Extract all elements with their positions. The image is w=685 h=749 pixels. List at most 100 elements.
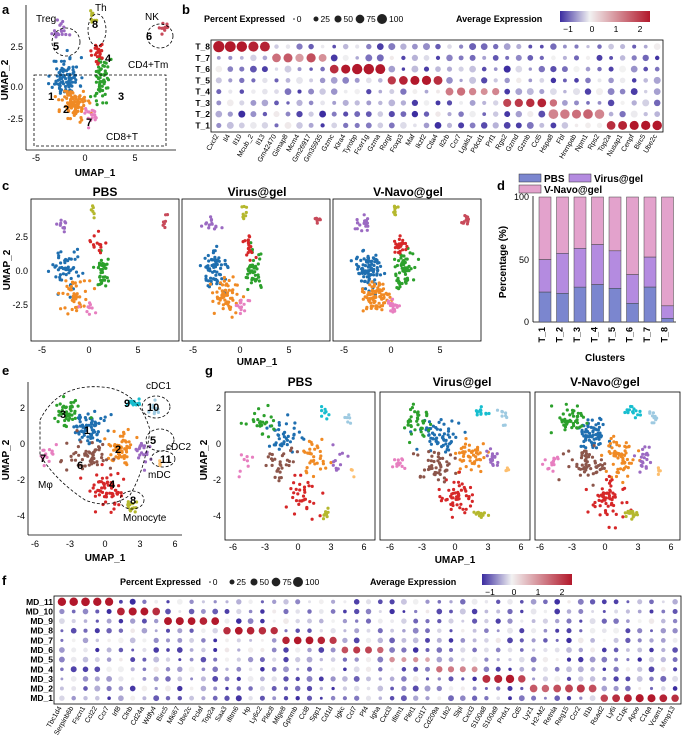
expression-dot [425, 657, 430, 662]
cell-point-cluster-1 [71, 65, 75, 69]
expression-dot [273, 111, 280, 118]
expression-dot [216, 100, 222, 106]
panel-f-expr-title: Average Expression [370, 577, 456, 587]
e-cluster-label-4: 4 [109, 479, 116, 491]
expression-dot [472, 686, 477, 691]
expression-dot [435, 100, 441, 106]
expression-dot [153, 676, 159, 682]
expr-legend-tick: 0 [590, 24, 595, 34]
expression-dot [260, 647, 265, 653]
cell-point-cluster-2 [371, 292, 375, 296]
cell-point-cluster-4 [116, 490, 120, 495]
expression-dot [554, 647, 560, 653]
expression-dot [365, 54, 373, 62]
cell-point-cluster-1 [286, 413, 290, 417]
cell-point-cluster-4 [604, 501, 608, 506]
e-cluster-label-6: 6 [77, 460, 83, 472]
cell-point-cluster-4 [109, 473, 113, 477]
cell-point-cluster-2 [126, 427, 130, 432]
cell-point-cluster-6 [577, 467, 581, 471]
expression-dot [601, 685, 608, 692]
expression-dot [585, 55, 591, 61]
expression-dot [578, 656, 584, 663]
expression-dot [625, 676, 631, 682]
cell-point-cluster-1 [87, 423, 91, 427]
expression-dot [365, 77, 372, 84]
expression-dot [519, 599, 524, 604]
expression-dot [284, 121, 292, 129]
expression-dot [118, 637, 124, 644]
cell-point-cluster-1 [594, 437, 598, 441]
expression-dot [527, 111, 534, 118]
expression-dot [225, 686, 229, 691]
cell-point-cluster-1 [97, 421, 101, 425]
cell-point-cluster-2 [607, 444, 611, 448]
bar-Virus@gel-T_5 [608, 250, 622, 289]
cell-point-cluster-2 [227, 278, 231, 283]
gene-label: Il13 [255, 133, 267, 146]
cell-point-cluster-4 [310, 517, 314, 521]
cell-point-cluster-1 [74, 270, 79, 274]
expression-dot [519, 628, 525, 634]
cell-point-cluster-9 [484, 411, 488, 415]
cell-point-cluster-2 [458, 467, 462, 471]
cell-point-cluster-6 [589, 467, 593, 471]
cell-point-cluster-4 [449, 507, 453, 511]
expression-dot [613, 599, 619, 605]
cell-point-cluster-3 [253, 270, 257, 274]
row-label: MD_9 [30, 616, 53, 626]
cell-point-cluster-1 [439, 418, 443, 422]
cell-point-cluster-6 [580, 451, 584, 455]
cell-point-cluster-8 [482, 511, 486, 515]
expression-dot [260, 609, 265, 614]
cell-point-cluster-2 [220, 283, 225, 287]
expression-dot [353, 637, 360, 644]
expression-dot [492, 111, 499, 117]
cell-point-cluster-3 [413, 428, 417, 432]
expression-dot [560, 109, 570, 119]
cell-point-cluster-4 [397, 242, 401, 246]
expression-dot [566, 657, 572, 662]
cell-point-cluster-4 [306, 480, 310, 485]
panel-g-xtick-13: 0 [602, 542, 607, 552]
expression-dot [274, 89, 279, 94]
monocyte-outline [119, 490, 145, 510]
pct-legend-dot [293, 577, 303, 587]
e-cluster-label-7: 7 [40, 453, 46, 465]
cell-point-cluster-2 [471, 453, 476, 457]
cell-point-cluster-2 [308, 447, 312, 451]
cell-point-cluster-3 [403, 272, 408, 276]
expression-dot [567, 600, 571, 604]
pct-legend-label: 0 [297, 14, 302, 24]
cell-point-cluster-3 [98, 80, 102, 84]
cell-point-cluster-1 [50, 85, 54, 89]
cell-point-cluster-1 [220, 277, 224, 281]
expression-dot [597, 78, 602, 83]
expression-dot [239, 77, 245, 84]
cell-point-cluster-8 [624, 514, 628, 519]
cell-point-cluster-8 [135, 500, 139, 504]
expression-dot [378, 696, 383, 700]
cell-point-cluster-1 [597, 433, 601, 437]
expression-dot [495, 666, 501, 672]
cell-point-cluster-1 [368, 264, 372, 268]
cell-point-cluster-2 [616, 456, 620, 460]
expression-dot [247, 647, 254, 653]
cell-point-cluster-5 [355, 221, 360, 225]
cell-point-cluster-2 [79, 116, 83, 120]
panel-c-xtick-5: 0 [237, 345, 242, 355]
expression-dot [484, 618, 489, 624]
cell-point-cluster-8 [89, 9, 93, 13]
expression-dot [528, 78, 533, 83]
cell-point-cluster-6 [273, 457, 277, 461]
cell-point-cluster-1 [68, 76, 72, 80]
expression-dot [317, 636, 326, 645]
cell-point-cluster-1 [366, 255, 370, 260]
cell-point-cluster-1 [362, 257, 366, 261]
expression-dot [141, 685, 148, 692]
cell-point-cluster-7 [242, 457, 246, 462]
expression-dot [410, 75, 420, 85]
cell-point-cluster-5 [61, 226, 65, 230]
cell-point-cluster-1 [599, 434, 604, 438]
